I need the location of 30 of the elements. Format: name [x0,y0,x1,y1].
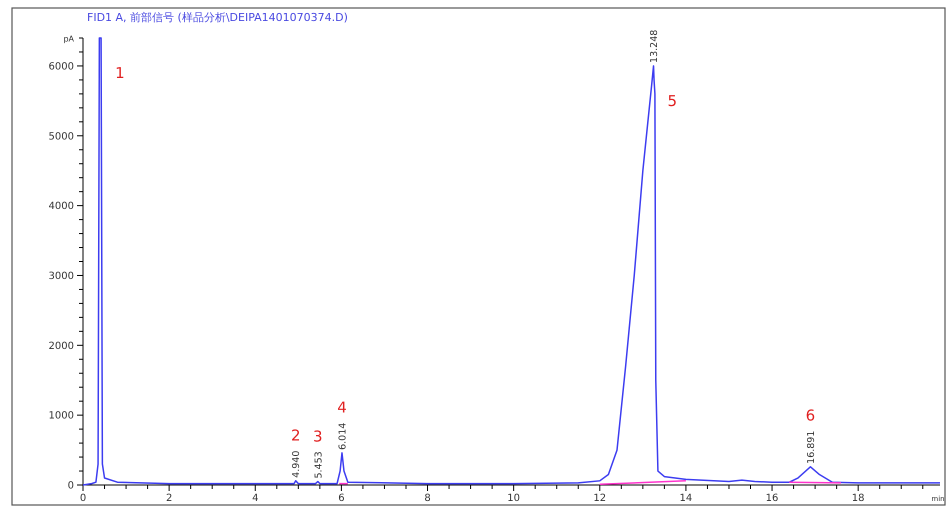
y-tick-label: 5000 [48,131,74,142]
annotation: 2 [290,426,301,445]
x-tick-label: 0 [80,493,86,504]
annotation: 1 [115,64,125,82]
annotation: 13.248 [649,30,660,63]
x-tick-label: 18 [852,493,865,504]
annotation: 4 [337,398,347,417]
y-tick-label: 3000 [48,270,74,282]
y-tick-label: 2000 [48,340,74,352]
annotation: 4.940 [291,450,302,478]
x-tick-label: 16 [766,493,778,504]
y-tick-label: 4000 [48,201,74,212]
annotation: 5.453 [313,451,324,479]
annotation: 5 [668,92,678,110]
x-tick-label: 10 [507,493,520,504]
annotation: 6 [806,406,816,425]
x-tick-label: 14 [680,493,692,504]
x-tick-label: 6 [338,493,345,504]
x-tick-label: 2 [166,493,172,504]
y-axis-title: pA [63,34,75,44]
x-tick-label: 4 [252,493,258,504]
y-tick-label: 6000 [48,61,74,72]
annotation: 3 [313,427,323,446]
annotation: 6.014 [337,422,348,450]
chart-title: FID1 A, 前部信号 (样品分析\DEIPA1401070374.D) [87,11,348,24]
x-tick-label: 12 [593,493,606,504]
x-tick-label: 8 [424,493,431,504]
annotation: 16.891 [806,430,817,464]
y-tick-label: 0 [68,480,74,492]
y-tick-label: 1000 [48,410,74,422]
